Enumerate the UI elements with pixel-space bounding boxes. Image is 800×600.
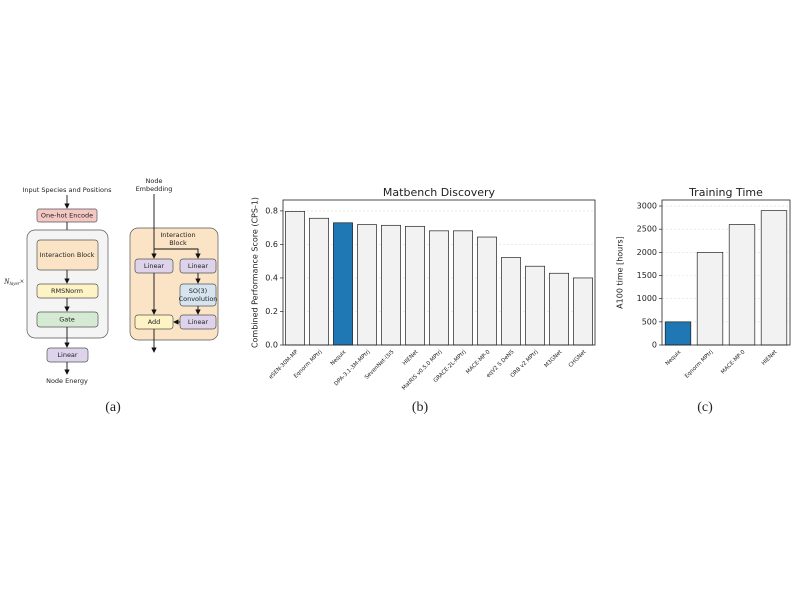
y-tick-label: 0.6 [265, 240, 278, 249]
bar [477, 236, 497, 346]
y-tick-label: 1000 [637, 294, 657, 303]
detail-block: Interaction [160, 231, 195, 239]
x-tick-label: MatRIS v0.5.0 MPtrj [401, 349, 444, 392]
x-tick-label: Nequix [665, 349, 683, 367]
y-axis-label: Combined Performance Score (CPS-1) [251, 197, 260, 348]
y-tick-label: 0.8 [265, 206, 278, 215]
x-tick-label: Nequix [330, 349, 348, 367]
y-tick-label: 2000 [637, 248, 657, 257]
norm-box [36, 283, 99, 299]
repeat-subscript: layer [9, 282, 19, 287]
y-tick-label: 0.0 [265, 341, 278, 350]
x-tick-label: MACE-MP-0 [720, 349, 747, 376]
x-tick-label: HIENet [402, 349, 420, 367]
y-tick-label: 3000 [637, 202, 657, 211]
x-tick-label: HIENet [761, 349, 779, 367]
bar [429, 230, 449, 346]
bar [760, 210, 788, 346]
detail-input: Node [146, 177, 163, 185]
chart-title: Training Time [688, 186, 763, 199]
x-tick-label: Eqnorm MPtrj [684, 349, 715, 380]
interaction-label: Interaction Block [40, 251, 95, 259]
linear-box [46, 347, 89, 363]
y-tick-label: 0.2 [265, 307, 278, 316]
linear-a-label: Linear [144, 262, 165, 270]
bar [728, 224, 756, 346]
bar [381, 224, 401, 346]
diagram: Input Species and Positions One-hot Enco… [3, 177, 219, 385]
x-tick-label: M3GNet [544, 349, 565, 370]
input-label: Input Species and Positions [23, 186, 113, 194]
bar [453, 230, 473, 346]
gate-box [36, 311, 99, 328]
linear-b-label: Linear [188, 262, 209, 270]
linear-c-label: Linear [188, 318, 209, 326]
conv-label: Convolution [179, 295, 218, 303]
bar [525, 265, 545, 346]
y-axis-label: A100 time [hours] [616, 236, 625, 309]
caption: (c) [697, 400, 713, 415]
y-tick-label: 0.4 [265, 273, 278, 282]
bar [664, 321, 692, 346]
bar [333, 222, 353, 346]
caption: (a) [105, 400, 121, 415]
caption: (b) [412, 400, 429, 415]
chart: Matbench Discovery Combined Performance S… [251, 186, 596, 392]
y-tick-label: 0 [652, 341, 657, 350]
norm-label: RMSNorm [51, 287, 83, 295]
bar [405, 225, 425, 346]
y-tick-label: 500 [642, 317, 657, 326]
plot-frame [282, 199, 596, 346]
encode-label: One-hot Encode [41, 212, 93, 220]
arrow [154, 248, 201, 259]
repeat-symbol: N [3, 277, 10, 286]
x-tick-label: CHGNet [568, 349, 588, 369]
repeat-times: × [20, 277, 25, 286]
bar [285, 211, 305, 346]
linear-label: Linear [57, 351, 78, 359]
y-tick-label: 1500 [637, 271, 657, 280]
gate-label: Gate [59, 316, 75, 324]
bar [696, 251, 724, 346]
repeat-label: Nlayer× [3, 277, 24, 287]
detail-input: Embedding [136, 185, 173, 193]
detail-block: Block [169, 239, 187, 247]
bar [309, 217, 329, 346]
chart-title: Matbench Discovery [383, 186, 496, 199]
bar [549, 272, 569, 346]
interaction-box [36, 239, 99, 271]
plot-frame [661, 199, 791, 346]
conv-label: SO(3) [189, 287, 207, 295]
output-label: Node Energy [46, 377, 88, 385]
add-label: Add [148, 318, 161, 326]
chart: Training Time A100 time [hours] 0 500 1000 15… [616, 186, 791, 380]
bar [357, 224, 377, 346]
y-tick-label: 2500 [637, 225, 657, 234]
bar [501, 257, 521, 346]
bar [573, 277, 593, 346]
